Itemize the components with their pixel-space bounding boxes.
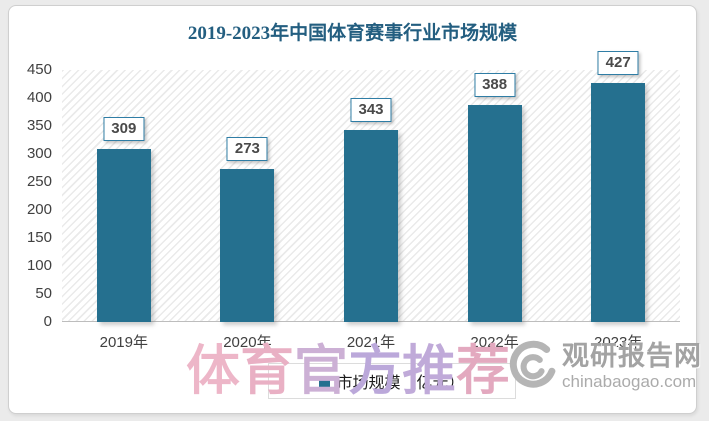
y-tick-label: 200 [26, 201, 52, 218]
y-tick-label: 450 [26, 61, 52, 78]
bar-2020年 [220, 169, 275, 322]
chart-title: 2019-2023年中国体育赛事行业市场规模 [187, 23, 518, 44]
bar-2019年 [96, 148, 151, 322]
logo-domain: chinabaogao.com [562, 372, 697, 391]
y-tick-label: 150 [26, 229, 52, 246]
x-tick-label: 2019年 [99, 334, 148, 351]
value-label: 273 [226, 137, 268, 162]
y-tick-label: 400 [26, 89, 52, 106]
legend: 市场规模（亿元） [268, 363, 516, 399]
value-label: 343 [350, 97, 392, 122]
bar-2021年 [344, 129, 398, 322]
value-label: 309 [103, 116, 145, 141]
value-label: 427 [597, 50, 639, 75]
x-tick-label: 2023年 [594, 334, 643, 351]
y-tick-label: 350 [26, 117, 52, 134]
legend-label: 市场规模（亿元） [336, 375, 465, 392]
y-tick-label: 50 [35, 285, 52, 302]
bar-2023年 [591, 82, 646, 322]
swirl-logo-icon [509, 340, 556, 388]
bar-2022年 [467, 104, 522, 322]
value-label: 388 [474, 72, 516, 97]
legend-marker-icon [319, 375, 331, 387]
y-tick-label: 100 [26, 257, 52, 274]
x-tick-label: 2021年 [346, 334, 396, 351]
y-tick-label: 250 [26, 173, 52, 190]
x-tick-label: 2022年 [470, 334, 519, 351]
y-tick-label: 0 [43, 313, 52, 330]
logo-name: 观研报告网 [562, 341, 702, 371]
brand-logo: 观研报告网 chinabaogao.com [506, 340, 702, 392]
x-tick-label: 2020年 [223, 334, 272, 351]
y-tick-label: 300 [26, 145, 52, 162]
